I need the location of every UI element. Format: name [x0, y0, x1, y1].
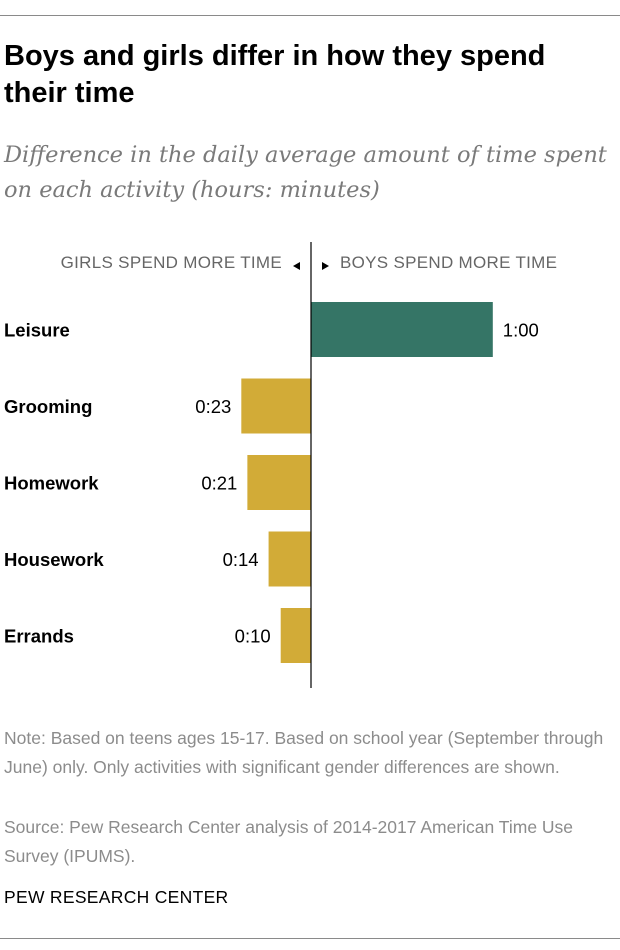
bar-housework	[268, 531, 311, 587]
category-label-errands: Errands	[4, 626, 74, 647]
value-label-leisure: 1:00	[503, 320, 539, 341]
bar-errands	[280, 608, 311, 663]
category-label-homework: Homework	[4, 473, 99, 494]
category-label-housework: Housework	[4, 549, 104, 570]
chart-note: Note: Based on teens ages 15-17. Based o…	[4, 728, 604, 777]
chart-subtitle: Difference in the daily average amount o…	[4, 142, 607, 203]
boys-direction-label: BOYS SPEND MORE TIME	[340, 253, 557, 272]
category-label-leisure: Leisure	[4, 320, 70, 341]
bar-chart: GIRLS SPEND MORE TIME BOYS SPEND MORE TIM…	[4, 242, 557, 688]
bar-grooming	[241, 378, 311, 434]
left-arrow-icon	[293, 262, 300, 270]
top-rule	[0, 15, 620, 16]
bar-homework	[247, 455, 311, 510]
value-label-grooming: 0:23	[195, 396, 231, 417]
value-label-homework: 0:21	[201, 473, 237, 494]
value-label-housework: 0:14	[223, 549, 259, 570]
chart-title: Boys and girls differ in how they spend …	[4, 40, 546, 109]
bottom-rule	[0, 938, 620, 939]
chart-source: Source: Pew Research Center analysis of …	[4, 817, 574, 866]
value-label-errands: 0:10	[235, 626, 271, 647]
bar-leisure	[311, 302, 493, 357]
category-label-grooming: Grooming	[4, 396, 92, 417]
brand-name: PEW RESEARCH CENTER	[4, 887, 229, 907]
right-arrow-icon	[322, 262, 329, 270]
girls-direction-label: GIRLS SPEND MORE TIME	[61, 253, 282, 272]
